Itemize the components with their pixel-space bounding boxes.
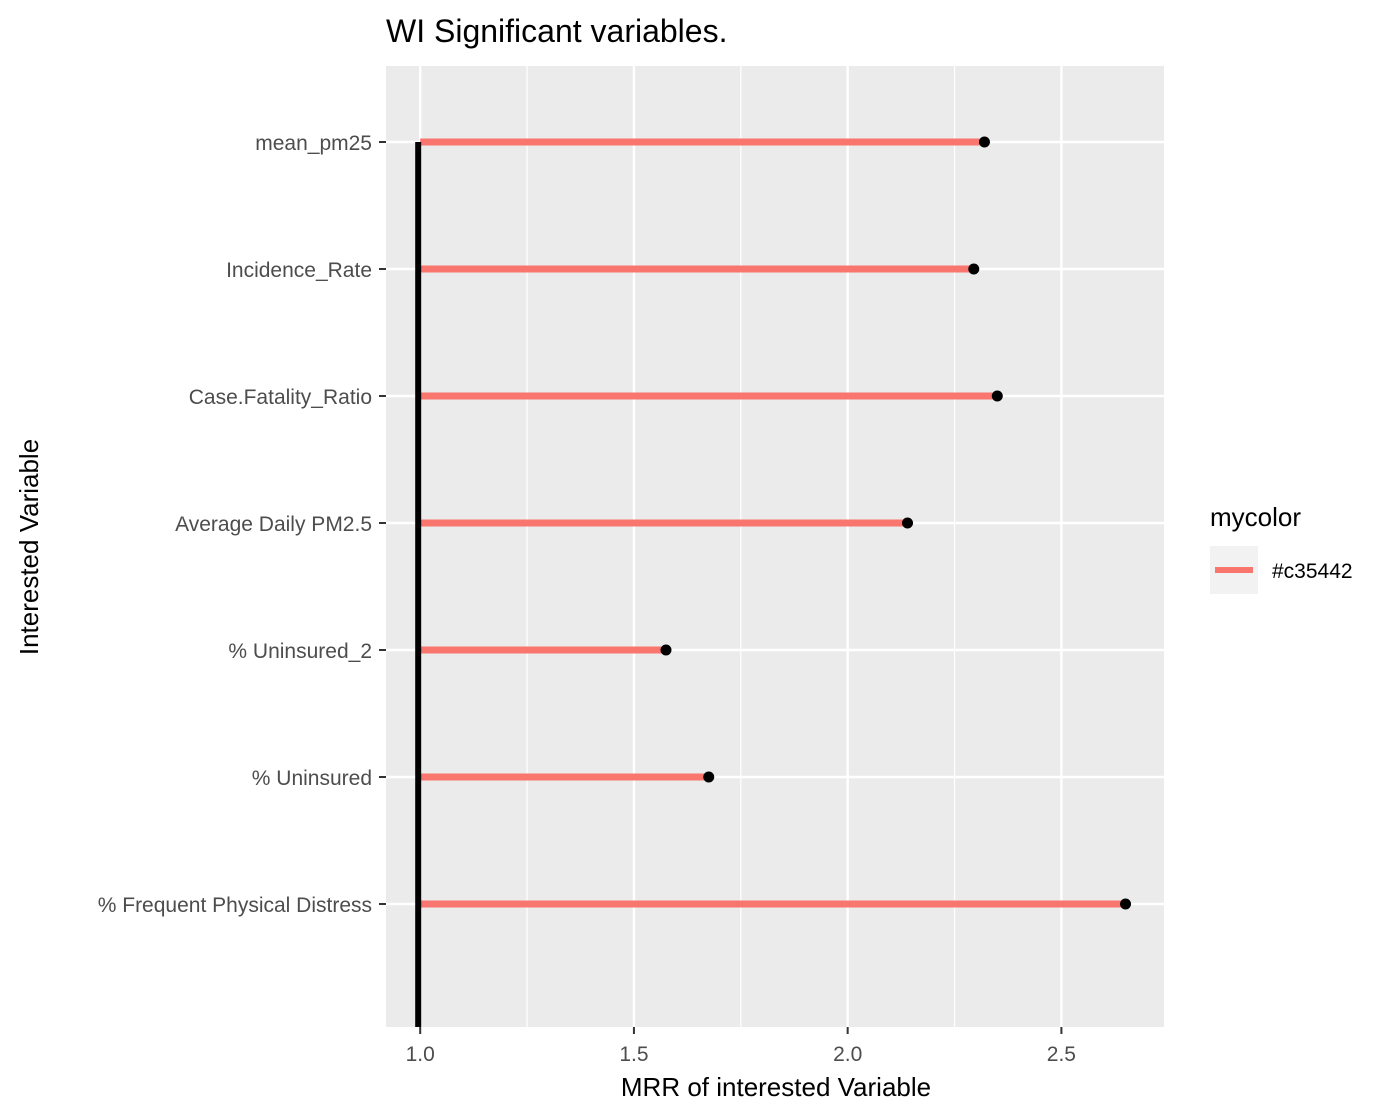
y-tick-label: % Uninsured — [252, 767, 372, 790]
legend: mycolor #c35442 — [1210, 502, 1353, 594]
y-tick-label: Case.Fatality_Ratio — [189, 386, 372, 409]
axes: mean_pm25 Incidence_Rate Case.Fatality_Rat… — [98, 132, 1076, 1066]
y-tick-label: % Frequent Physical Distress — [98, 894, 372, 917]
lollipop-point — [660, 644, 672, 656]
y-tick-label: mean_pm25 — [255, 132, 372, 155]
data-marks — [415, 136, 1132, 1027]
lollipop-point — [902, 517, 914, 529]
legend-label: #c35442 — [1272, 560, 1353, 583]
y-tick-label: % Uninsured_2 — [228, 640, 372, 663]
x-tick-label: 2.5 — [1047, 1043, 1076, 1066]
legend-title: mycolor — [1210, 502, 1301, 532]
y-axis-title: Interested Variable — [14, 439, 44, 655]
lollipop-point — [991, 390, 1003, 402]
lollipop-point — [978, 136, 990, 148]
x-tick-label: 2.0 — [833, 1043, 862, 1066]
y-tick-label: Average Daily PM2.5 — [175, 513, 372, 536]
chart-title: WI Significant variables. — [386, 13, 727, 49]
x-tick-label: 1.0 — [406, 1043, 435, 1066]
y-tick-label: Incidence_Rate — [226, 259, 372, 282]
lollipop-point — [968, 263, 980, 275]
x-tick-label: 1.5 — [619, 1043, 648, 1066]
lollipop-point — [703, 771, 715, 783]
x-axis-title: MRR of interested Variable — [621, 1072, 931, 1102]
lollipop-point — [1120, 898, 1132, 910]
plot-panel — [386, 66, 1164, 1027]
